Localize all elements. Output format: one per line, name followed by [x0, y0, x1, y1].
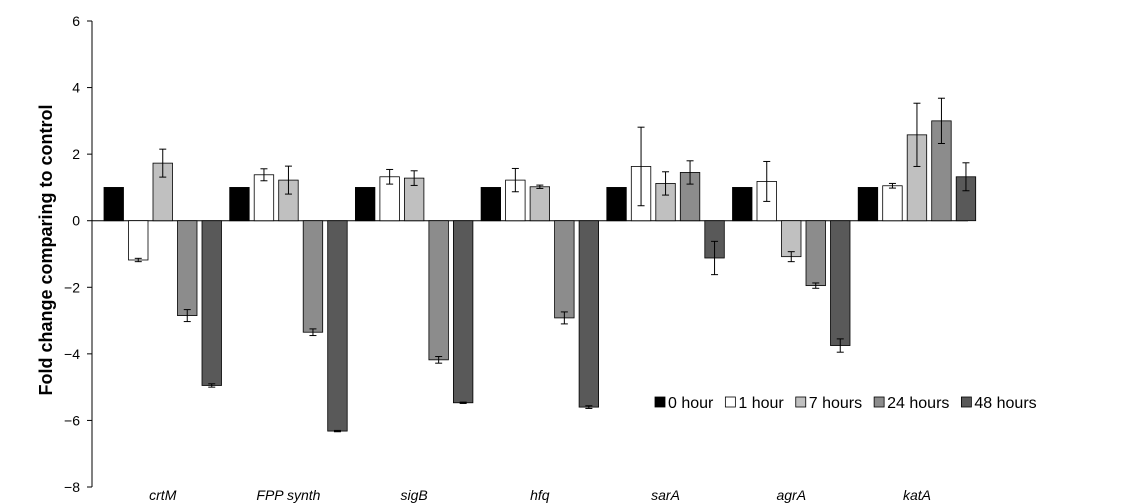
bar [578, 220, 599, 408]
bar [480, 187, 502, 222]
bar [302, 220, 324, 333]
bar [529, 186, 550, 222]
bar [452, 220, 474, 404]
bar [327, 220, 348, 432]
legend-label: 1 hour [738, 395, 784, 412]
bar [103, 187, 124, 222]
bars [103, 97, 977, 433]
category-label: hfq [530, 487, 550, 503]
bar [253, 174, 275, 222]
legend-label: 7 hours [809, 395, 862, 412]
bar [857, 187, 879, 222]
y-tick-label: −6 [64, 412, 80, 428]
bar [830, 220, 851, 346]
bar [606, 187, 627, 222]
legend-label: 48 hours [974, 395, 1036, 412]
legend-swatch [724, 396, 736, 408]
legend-swatch [960, 396, 972, 408]
bar [177, 220, 198, 316]
bar [882, 185, 903, 222]
y-tick-label: 2 [72, 146, 80, 162]
axes: 6 4 2 0 −2 −4 −6 −8 crtM FPP synth sigB hfq sarA agrA… [64, 13, 968, 503]
bar [128, 220, 149, 261]
y-tick-label: 4 [72, 80, 80, 96]
category-label: sigB [401, 487, 428, 503]
legend: 0 hour 1 hour 7 hours 24 hours 48 hours [654, 395, 1037, 412]
bar [805, 220, 826, 287]
legend-swatch [873, 396, 885, 408]
category-label: FPP synth [256, 487, 320, 503]
category-label: crtM [149, 487, 177, 503]
bar [201, 220, 222, 386]
legend-swatch [795, 396, 807, 408]
y-tick-label: 0 [72, 213, 80, 229]
bar [229, 187, 250, 222]
bar [732, 187, 753, 222]
y-tick-label: 6 [72, 13, 80, 29]
bar [428, 220, 449, 361]
category-label: sarA [651, 487, 680, 503]
legend-label: 0 hour [668, 395, 714, 412]
y-tick-label: −4 [64, 346, 80, 362]
y-tick-label: −8 [64, 479, 80, 495]
legend-swatch [654, 396, 666, 408]
y-axis-title: Fold change comparing to control [36, 104, 56, 395]
category-label: agrA [776, 487, 806, 503]
legend-label: 24 hours [887, 395, 949, 412]
bar [354, 187, 376, 222]
category-label: katA [903, 487, 931, 503]
bar [554, 220, 575, 319]
y-tick-label: −2 [64, 279, 80, 295]
